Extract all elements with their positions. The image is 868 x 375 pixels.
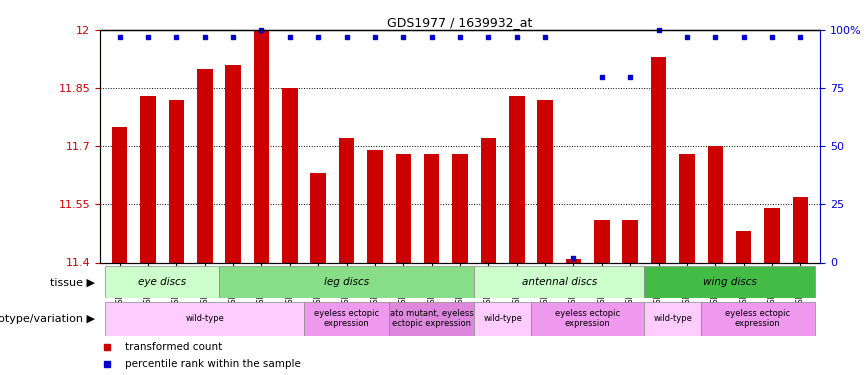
Bar bbox=[141, 96, 156, 262]
Bar bbox=[566, 259, 582, 262]
Text: leg discs: leg discs bbox=[324, 277, 369, 287]
Text: ato mutant, eyeless
ectopic expression: ato mutant, eyeless ectopic expression bbox=[390, 309, 474, 328]
Bar bbox=[106, 266, 219, 298]
Bar bbox=[396, 154, 411, 262]
Bar bbox=[622, 220, 638, 262]
Bar bbox=[339, 138, 354, 262]
Bar bbox=[644, 302, 701, 336]
Bar bbox=[474, 266, 644, 298]
Text: wing discs: wing discs bbox=[702, 277, 756, 287]
Bar bbox=[537, 100, 553, 262]
Bar bbox=[424, 154, 439, 262]
Bar bbox=[792, 196, 808, 262]
Bar bbox=[474, 302, 531, 336]
Text: transformed count: transformed count bbox=[125, 342, 222, 352]
Bar bbox=[282, 88, 298, 262]
Text: eyeless ectopic
expression: eyeless ectopic expression bbox=[726, 309, 791, 328]
Bar bbox=[304, 302, 389, 336]
Bar bbox=[226, 65, 241, 262]
Bar bbox=[219, 266, 474, 298]
Bar bbox=[509, 96, 524, 262]
Bar bbox=[701, 302, 814, 336]
Text: tissue ▶: tissue ▶ bbox=[50, 277, 95, 287]
Text: percentile rank within the sample: percentile rank within the sample bbox=[125, 359, 301, 369]
Bar bbox=[112, 127, 128, 262]
Bar bbox=[644, 266, 814, 298]
Bar bbox=[197, 69, 213, 262]
Bar bbox=[253, 30, 269, 262]
Bar bbox=[311, 173, 326, 262]
Text: genotype/variation ▶: genotype/variation ▶ bbox=[0, 314, 95, 324]
Bar bbox=[531, 302, 644, 336]
Text: eyeless ectopic
expression: eyeless ectopic expression bbox=[314, 309, 379, 328]
Bar bbox=[736, 231, 752, 262]
Bar bbox=[764, 208, 779, 262]
Bar bbox=[481, 138, 496, 262]
Text: eyeless ectopic
expression: eyeless ectopic expression bbox=[556, 309, 621, 328]
Text: wild-type: wild-type bbox=[654, 314, 692, 323]
Bar bbox=[707, 146, 723, 262]
Bar bbox=[594, 220, 609, 262]
Title: GDS1977 / 1639932_at: GDS1977 / 1639932_at bbox=[387, 16, 533, 29]
Text: wild-type: wild-type bbox=[483, 314, 522, 323]
Text: antennal discs: antennal discs bbox=[522, 277, 597, 287]
Bar bbox=[367, 150, 383, 262]
Bar bbox=[679, 154, 694, 262]
Bar bbox=[106, 302, 304, 336]
Bar bbox=[651, 57, 667, 262]
Bar bbox=[389, 302, 474, 336]
Text: wild-type: wild-type bbox=[186, 314, 224, 323]
Bar bbox=[452, 154, 468, 262]
Bar bbox=[168, 100, 184, 262]
Text: eye discs: eye discs bbox=[138, 277, 187, 287]
